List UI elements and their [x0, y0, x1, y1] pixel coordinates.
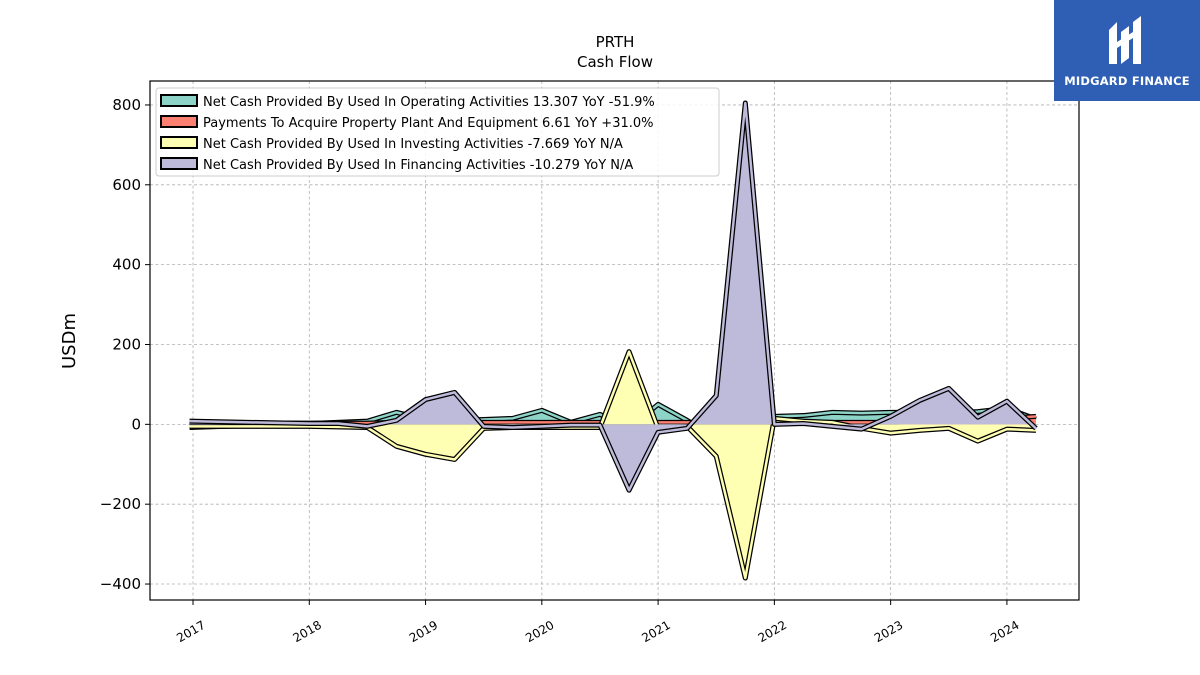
legend: Net Cash Provided By Used In Operating A…	[155, 87, 720, 177]
brand-name: MIDGARD FINANCE	[1064, 74, 1190, 88]
series-3-point-12	[628, 489, 630, 491]
series-0-point-19	[860, 412, 863, 414]
chart-subtitle: Cash Flow	[577, 53, 653, 71]
series-0-point-3	[395, 411, 398, 413]
legend-swatch-0	[160, 94, 198, 107]
series-2-point-4	[424, 453, 427, 455]
series-3-point-18	[802, 422, 805, 425]
series-3-point-1	[308, 422, 310, 425]
legend-swatch-3	[160, 157, 198, 170]
series-0-point-20	[890, 411, 892, 413]
series-3-point-24	[977, 416, 979, 418]
series-3-point-14	[686, 427, 688, 429]
legend-label-2: Net Cash Provided By Used In Investing A…	[203, 137, 623, 152]
series-1-point-19	[860, 421, 863, 423]
x-tick-label: 2024	[988, 618, 1021, 645]
series-3-point-5	[424, 398, 427, 401]
series-0-point-8	[541, 409, 543, 411]
series-0-point-23	[977, 410, 979, 413]
midgard-finance-logo: MIDGARD FINANCE	[1054, 0, 1200, 101]
logo-icon	[1109, 16, 1141, 64]
x-tick-label: 2019	[407, 618, 440, 645]
series-3-point-7	[483, 425, 485, 427]
x-tick-label: 2018	[291, 618, 324, 645]
series-3-point-23	[948, 387, 950, 390]
series-2-point-20	[890, 432, 892, 434]
series-2-outline	[189, 349, 1037, 581]
y-tick-label: 400	[112, 256, 141, 274]
series-0-point-12	[657, 403, 659, 405]
series-2-point-22	[948, 427, 950, 429]
legend-label-3: Net Cash Provided By Used In Financing A…	[203, 158, 633, 173]
chart-title: PRTH	[596, 33, 635, 51]
series-2-line	[189, 350, 1037, 580]
y-axis: −400 −200 0 200 400 600 800	[100, 96, 150, 593]
series-0-point-18	[831, 411, 834, 413]
series-3-point-25	[1006, 400, 1008, 402]
series-2-point-5	[454, 458, 456, 461]
series-2-point-0	[188, 425, 191, 427]
series-1-point-2	[366, 422, 369, 424]
series-1-point-13	[686, 421, 688, 423]
series-3-point-10	[570, 424, 572, 426]
series-2-point-3	[395, 445, 398, 447]
series-3-point-21	[890, 415, 892, 417]
y-tick-label: 0	[131, 415, 141, 433]
x-tick-label: 2022	[756, 618, 789, 645]
legend-box	[155, 87, 720, 177]
series-3-point-20	[860, 428, 863, 430]
x-tick-label: 2020	[523, 618, 556, 645]
series-3-point-9	[541, 425, 543, 427]
x-tick-label: 2021	[639, 618, 672, 645]
y-tick-label: 600	[112, 176, 141, 194]
x-axis: 2017 2018 2019 2020 2021 2022 2023 2024	[174, 600, 1022, 645]
legend-swatch-2	[160, 136, 198, 149]
series-3-point-8	[512, 426, 514, 429]
series-0-point-10	[599, 413, 601, 415]
series-2-point-15	[744, 577, 746, 579]
series-2-point-24	[1006, 428, 1008, 430]
legend-label-1: Payments To Acquire Property Plant And E…	[203, 116, 654, 131]
series-3-point-15	[715, 394, 717, 397]
series-2-point-21	[919, 429, 921, 431]
series-1-point-8	[541, 421, 543, 423]
series-3-point-17	[773, 423, 775, 425]
series-1-point-7	[512, 421, 514, 423]
series-0-point-7	[512, 417, 514, 419]
series-3-point-2	[337, 422, 339, 425]
x-tick-label: 2017	[174, 618, 207, 645]
series-3-point-13	[657, 431, 659, 433]
series-3-point-16	[744, 102, 746, 104]
series-2-point-14	[715, 455, 717, 457]
series-3-point-11	[599, 424, 601, 426]
x-tick-label: 2023	[872, 618, 905, 645]
series-3-point-6	[454, 391, 456, 393]
y-tick-label: −400	[100, 575, 141, 593]
series-3-point-3	[366, 425, 369, 427]
legend-label-0: Net Cash Provided By Used In Operating A…	[203, 95, 655, 110]
series-layer	[188, 100, 1038, 581]
series-2-point-25	[1035, 429, 1037, 431]
y-tick-label: 200	[112, 335, 141, 353]
series-2-point-23	[977, 440, 979, 442]
y-tick-label: 800	[112, 96, 141, 114]
series-3-point-0	[188, 420, 191, 422]
series-3-point-22	[919, 399, 921, 401]
series-2-point-11	[628, 351, 630, 353]
series-2-point-18	[831, 421, 834, 423]
series-3-point-4	[395, 419, 398, 421]
series-3-point-26	[1035, 427, 1037, 430]
y-axis-label: USDm	[59, 313, 80, 369]
legend-swatch-1	[160, 115, 198, 128]
plot-frame	[149, 80, 1080, 601]
series-1-point-25	[1035, 415, 1037, 417]
series-0-point-17	[802, 414, 805, 417]
y-tick-label: −200	[100, 495, 141, 513]
series-2-area	[189, 351, 1036, 579]
series-3-point-19	[831, 425, 834, 427]
